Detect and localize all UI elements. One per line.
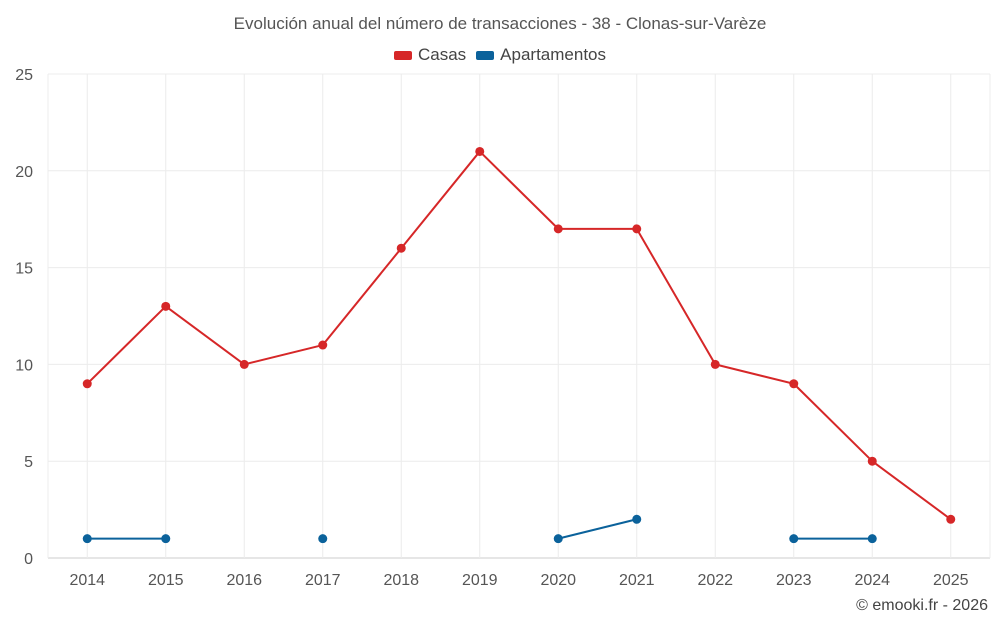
legend: Casas Apartamentos: [0, 45, 1000, 65]
y-tick-label: 25: [15, 67, 33, 84]
x-tick-label: 2015: [148, 572, 184, 589]
x-tick-label: 2016: [226, 572, 262, 589]
y-tick-label: 5: [24, 454, 33, 471]
data-point-casas: [161, 301, 171, 311]
data-point-casas: [789, 379, 799, 389]
series-line-apartamentos: [558, 518, 637, 540]
x-tick-label: 2024: [854, 572, 890, 589]
data-point-apartamentos: [82, 534, 92, 544]
x-tick-label: 2018: [383, 572, 419, 589]
x-tick-label: 2023: [776, 572, 812, 589]
legend-swatch-casas: [393, 50, 412, 60]
series-line-casas: [86, 150, 952, 521]
x-tick-label: 2019: [462, 572, 498, 589]
data-point-casas: [632, 224, 642, 234]
data-point-casas: [318, 340, 328, 350]
data-point-apartamentos: [161, 534, 171, 544]
chart-title: Evolución anual del número de transaccio…: [233, 14, 767, 33]
x-tick-label: 2025: [933, 572, 969, 589]
legend-label-casas: Casas: [417, 45, 467, 64]
data-point-apartamentos: [632, 514, 642, 524]
x-tick-label: 2017: [305, 572, 341, 589]
legend-label-apartamentos: Apartamentos: [500, 45, 607, 64]
legend-item-casas[interactable]: Casas: [393, 45, 467, 65]
x-tick-label: 2020: [540, 572, 576, 589]
data-point-casas: [553, 224, 563, 234]
y-tick-label: 0: [24, 551, 33, 568]
watermark: © emooki.fr - 2026: [856, 597, 988, 614]
legend-swatch-apartamentos: [476, 50, 495, 60]
data-point-casas: [867, 456, 877, 466]
data-point-casas: [475, 146, 485, 156]
data-point-casas: [396, 243, 406, 253]
x-tick-label: 2014: [69, 572, 105, 589]
data-point-casas: [82, 379, 92, 389]
data-point-casas: [710, 359, 720, 369]
data-point-apartamentos: [318, 534, 328, 544]
y-tick-label: 15: [15, 261, 33, 278]
y-tick-label: 20: [15, 164, 33, 181]
data-point-casas: [946, 514, 956, 524]
data-point-apartamentos: [789, 534, 799, 544]
data-point-apartamentos: [867, 534, 877, 544]
legend-item-apartamentos[interactable]: Apartamentos: [476, 45, 606, 65]
data-point-casas: [239, 359, 249, 369]
data-point-apartamentos: [553, 534, 563, 544]
x-tick-label: 2021: [619, 572, 655, 589]
y-tick-label: 10: [15, 357, 33, 374]
x-tick-label: 2022: [697, 572, 733, 589]
